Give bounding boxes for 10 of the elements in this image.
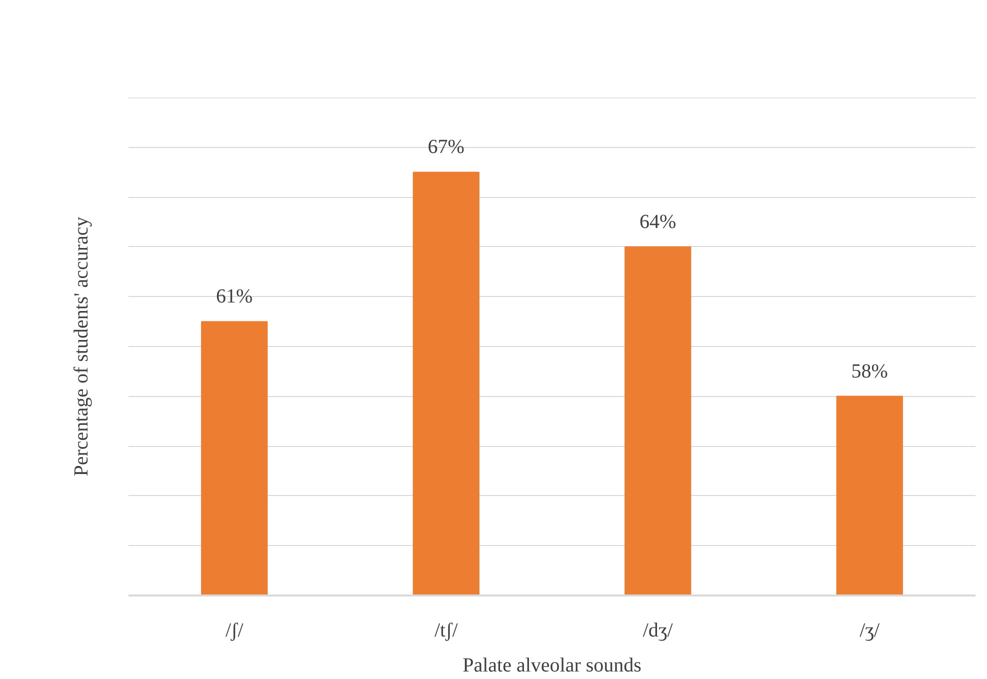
x-axis-title: Palate alveolar sounds [462,654,642,676]
x-tick-label: /tʃ/ [434,620,458,642]
x-tick-label: /ʒ/ [860,620,880,642]
x-tick-label: /ʃ/ [225,620,244,642]
x-tick-label: /dʒ/ [642,620,674,642]
data-label: 64% [640,210,676,233]
y-axis-title: Percentage of students' accuracy [70,216,92,476]
data-label: 67% [428,136,464,158]
data-label: 58% [851,360,888,382]
data-label: 61% [216,286,253,308]
